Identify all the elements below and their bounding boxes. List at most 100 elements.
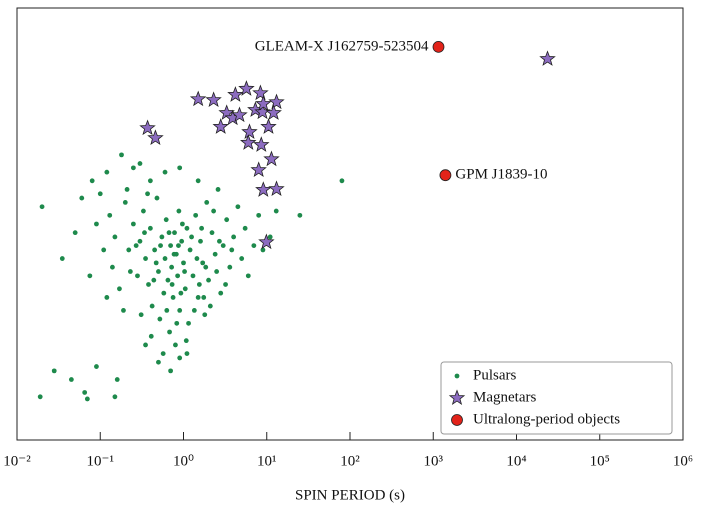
point xyxy=(239,256,245,261)
point xyxy=(252,84,269,101)
point xyxy=(160,351,166,356)
point xyxy=(212,118,230,134)
point xyxy=(258,233,275,250)
point xyxy=(138,312,144,318)
point xyxy=(193,212,199,218)
point xyxy=(135,273,140,279)
point xyxy=(114,377,120,382)
point xyxy=(202,312,208,318)
point xyxy=(432,40,445,53)
point xyxy=(189,234,194,240)
point xyxy=(147,178,153,184)
point xyxy=(190,273,196,279)
point xyxy=(151,277,157,283)
point xyxy=(176,208,182,214)
point xyxy=(206,277,211,283)
point xyxy=(137,161,143,166)
point xyxy=(255,181,272,197)
point xyxy=(260,118,277,134)
point xyxy=(162,256,168,261)
point xyxy=(201,295,207,300)
point xyxy=(186,320,191,326)
point xyxy=(209,230,215,236)
point xyxy=(82,390,88,395)
point xyxy=(240,134,257,150)
point xyxy=(156,359,161,365)
point xyxy=(97,191,103,197)
legend-box xyxy=(440,361,673,435)
point xyxy=(51,368,57,374)
point xyxy=(133,243,139,249)
point xyxy=(218,290,224,296)
legend-marker xyxy=(454,373,460,379)
point xyxy=(297,212,303,218)
annotation: GPM J1839-10 xyxy=(455,167,547,183)
point xyxy=(59,256,65,261)
point xyxy=(207,303,213,309)
point xyxy=(227,264,233,270)
point xyxy=(126,247,132,253)
point xyxy=(195,178,201,184)
point xyxy=(205,91,222,108)
point xyxy=(189,90,207,107)
point xyxy=(170,295,176,300)
point xyxy=(229,247,235,253)
point xyxy=(175,273,181,279)
point xyxy=(154,195,160,201)
point xyxy=(166,230,172,236)
x-tick-label: 10⁰ xyxy=(173,453,194,469)
point xyxy=(177,308,183,313)
point xyxy=(199,225,205,231)
point xyxy=(203,264,209,270)
point xyxy=(124,187,130,192)
point xyxy=(161,290,167,296)
point xyxy=(182,286,188,292)
point xyxy=(245,273,251,279)
point xyxy=(153,260,159,266)
point xyxy=(142,230,147,236)
point xyxy=(110,264,115,270)
point xyxy=(195,295,201,300)
legend-marker xyxy=(451,414,463,426)
point xyxy=(164,308,170,313)
point xyxy=(235,204,241,210)
point xyxy=(194,256,200,261)
point xyxy=(179,221,185,227)
point xyxy=(212,251,218,257)
point xyxy=(176,243,181,249)
point xyxy=(214,269,220,274)
point xyxy=(255,95,272,111)
point xyxy=(104,169,110,175)
point xyxy=(256,212,262,218)
point xyxy=(122,200,128,205)
point xyxy=(183,338,189,344)
point xyxy=(169,264,175,270)
point xyxy=(227,86,244,102)
point xyxy=(141,208,146,214)
point xyxy=(119,152,124,158)
x-tick-label: 10⁻² xyxy=(3,453,31,469)
point xyxy=(224,217,230,223)
point xyxy=(94,364,99,369)
point xyxy=(268,180,285,197)
point xyxy=(107,212,113,218)
point xyxy=(101,247,107,253)
point xyxy=(121,308,126,313)
point xyxy=(167,329,172,335)
point xyxy=(253,136,270,152)
point xyxy=(260,247,266,253)
point xyxy=(198,238,203,244)
point xyxy=(165,277,171,283)
x-tick-label: 10⁴ xyxy=(506,453,526,469)
point xyxy=(130,165,136,171)
point xyxy=(156,269,161,274)
point xyxy=(178,290,184,296)
point xyxy=(187,247,193,253)
point xyxy=(89,178,95,184)
point xyxy=(204,200,210,205)
point xyxy=(242,225,248,231)
point xyxy=(143,256,148,261)
point xyxy=(39,204,45,210)
point xyxy=(87,273,93,279)
